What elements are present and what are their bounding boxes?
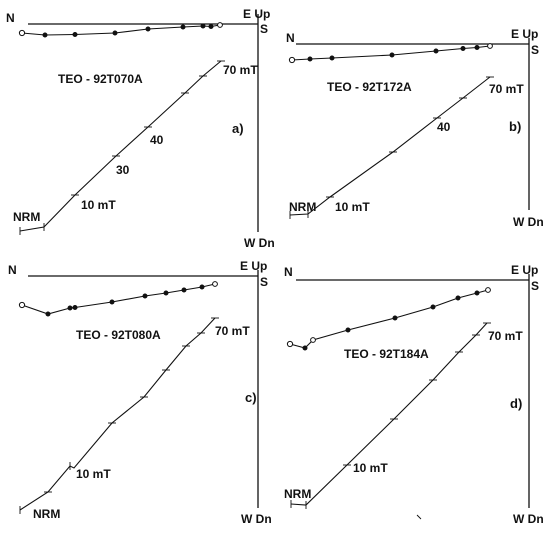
panel-c-step-70mt: 70 mT [215, 324, 250, 338]
panel-c-h-point [72, 304, 78, 310]
panel-b-horizontal-points [288, 43, 493, 64]
panel-b-step-40: 40 [437, 120, 451, 134]
panel-a: N E Up S W Dn TEO - 92T070A a) [6, 7, 275, 250]
panel-c-step-10mt: 10 mT [76, 467, 111, 481]
panel-d-specimen: TEO - 92T184A [344, 347, 429, 361]
panel-d-label-s: S [531, 279, 539, 293]
panel-a-h-point [112, 30, 118, 36]
panel-c-label-s: S [260, 275, 268, 289]
panel-c-h-point [163, 290, 169, 296]
panel-c-h-point [67, 305, 73, 311]
panel-b-label-wdn: W Dn [513, 215, 544, 229]
panel-c-h-point-nrm [18, 301, 26, 309]
panel-a-h-point [208, 23, 214, 29]
panel-a-h-point [145, 26, 151, 32]
panel-d-h-point [310, 337, 316, 343]
panel-d-h-point [392, 315, 398, 321]
panel-a-vertical-points [19, 60, 225, 235]
panel-b-h-point [474, 45, 480, 51]
panel-d-h-point [430, 304, 436, 310]
panel-d-h-point-last [485, 287, 491, 293]
panel-a-label-eup: E Up [243, 7, 270, 21]
panel-d-vertical-points [290, 322, 491, 509]
panel-c-vertical-points [19, 317, 219, 514]
panel-c-letter: c) [245, 390, 257, 405]
panel-d-step-70mt: 70 mT [488, 329, 523, 343]
panel-c-h-point-last [212, 281, 218, 287]
panel-d-horizontal-points [286, 287, 491, 351]
panel-b-label-s: S [531, 43, 539, 57]
panel-a-h-point-nrm [18, 29, 26, 37]
panel-b-label-n: N [286, 31, 295, 45]
panel-d-h-point [345, 327, 351, 333]
panel-d-letter: d) [510, 396, 522, 411]
panel-d-h-point [455, 295, 461, 301]
panel-b-step-70mt: 70 mT [489, 82, 524, 96]
panel-a-letter: a) [232, 121, 244, 136]
panel-a-step-40: 40 [150, 133, 164, 147]
panel-a-step-30: 30 [116, 163, 130, 177]
panel-c-step-nrm: NRM [33, 507, 60, 521]
panel-c-horizontal-path [21, 283, 216, 315]
panel-c-specimen: TEO - 92T080A [76, 328, 161, 342]
panel-d-label-n: N [284, 265, 293, 279]
panel-b-h-point [389, 52, 395, 58]
panel-b-h-point [307, 56, 313, 62]
panel-d-step-10mt: 10 mT [353, 461, 388, 475]
panel-c-h-point [142, 293, 148, 299]
panel-b: N E Up S W Dn TEO - 92T172A b) NRM [286, 27, 544, 229]
panel-d-label-eup: E Up [511, 263, 538, 277]
panel-b-h-point [433, 48, 439, 54]
panel-d-label-wdn: W Dn [513, 512, 544, 526]
panel-c: N E Up S W Dn TEO - 92T080A c) [8, 259, 272, 526]
panel-b-label-eup: E Up [511, 27, 538, 41]
panel-a-h-point [72, 32, 78, 38]
panel-b-step-nrm: NRM [289, 200, 316, 214]
panel-c-h-point [181, 287, 187, 293]
panel-b-h-point-nrm [288, 56, 296, 64]
panel-a-horizontal-path [21, 24, 221, 36]
panel-a-label-n: N [6, 11, 15, 25]
panel-d-h-point-nrm [286, 340, 294, 348]
panel-b-h-point [329, 55, 335, 61]
panel-a-horizontal-points [18, 22, 223, 38]
panel-a-specimen: TEO - 92T070A [58, 72, 143, 86]
panel-a-step-nrm: NRM [13, 210, 40, 224]
panel-c-h-point [199, 284, 205, 290]
panel-b-specimen: TEO - 92T172A [327, 80, 412, 94]
panel-c-vertical-path [19, 317, 216, 511]
panel-a-step-70mt: 70 mT [223, 63, 258, 77]
panel-d-vertical-path [290, 322, 488, 506]
stray-mark [416, 514, 422, 520]
panel-b-step-10mt: 10 mT [335, 200, 370, 214]
panel-a-h-point [180, 24, 186, 30]
panel-b-h-point [460, 46, 466, 52]
panel-d-h-point [474, 290, 480, 296]
panel-b-h-point-last [487, 43, 493, 49]
panel-a-h-point-last [217, 22, 223, 28]
panel-b-vertical-points [289, 76, 494, 219]
panel-d: N E Up S W Dn TEO - 92T184A d) [284, 263, 544, 526]
panel-a-vertical-path [19, 60, 222, 232]
panel-a-h-point [200, 23, 206, 29]
panel-c-label-n: N [8, 263, 17, 277]
panel-d-step-nrm: NRM [284, 487, 311, 501]
panel-c-h-point [45, 311, 51, 317]
panel-c-horizontal-points [18, 281, 218, 317]
panel-a-step-10mt: 10 mT [81, 198, 116, 212]
panel-b-letter: b) [509, 119, 521, 134]
panel-a-label-s: S [260, 22, 268, 36]
panel-c-h-point [109, 299, 115, 305]
panel-c-label-eup: E Up [240, 259, 267, 273]
panel-c-label-wdn: W Dn [241, 512, 272, 526]
panel-a-label-wdn: W Dn [244, 236, 275, 250]
panel-d-h-point [302, 345, 308, 351]
panel-a-h-point [42, 32, 48, 38]
